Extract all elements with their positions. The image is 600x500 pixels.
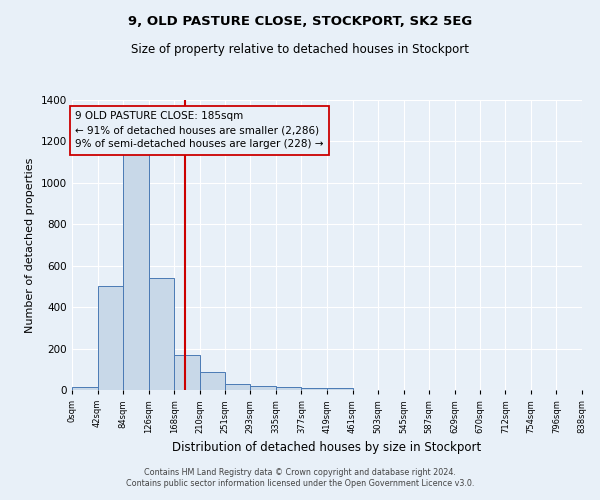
X-axis label: Distribution of detached houses by size in Stockport: Distribution of detached houses by size … (172, 442, 482, 454)
Text: Size of property relative to detached houses in Stockport: Size of property relative to detached ho… (131, 42, 469, 56)
Bar (123, 152, 149, 390)
Bar (301, 388, 327, 390)
Bar (225, 384, 250, 390)
Text: 9, OLD PASTURE CLOSE, STOCKPORT, SK2 5EG: 9, OLD PASTURE CLOSE, STOCKPORT, SK2 5EG (128, 15, 472, 28)
Y-axis label: Number of detached properties: Number of detached properties (25, 158, 35, 332)
Bar (149, 278, 174, 390)
Bar (250, 386, 276, 390)
Bar (98, 286, 123, 390)
Text: Contains HM Land Registry data © Crown copyright and database right 2024.
Contai: Contains HM Land Registry data © Crown c… (126, 468, 474, 487)
Bar (174, 355, 200, 390)
Text: 9 OLD PASTURE CLOSE: 185sqm
← 91% of detached houses are smaller (2,286)
9% of s: 9 OLD PASTURE CLOSE: 185sqm ← 91% of det… (75, 112, 323, 150)
Bar (276, 387, 301, 390)
Bar (200, 372, 225, 390)
Bar (327, 388, 353, 390)
Bar (72, 387, 98, 390)
